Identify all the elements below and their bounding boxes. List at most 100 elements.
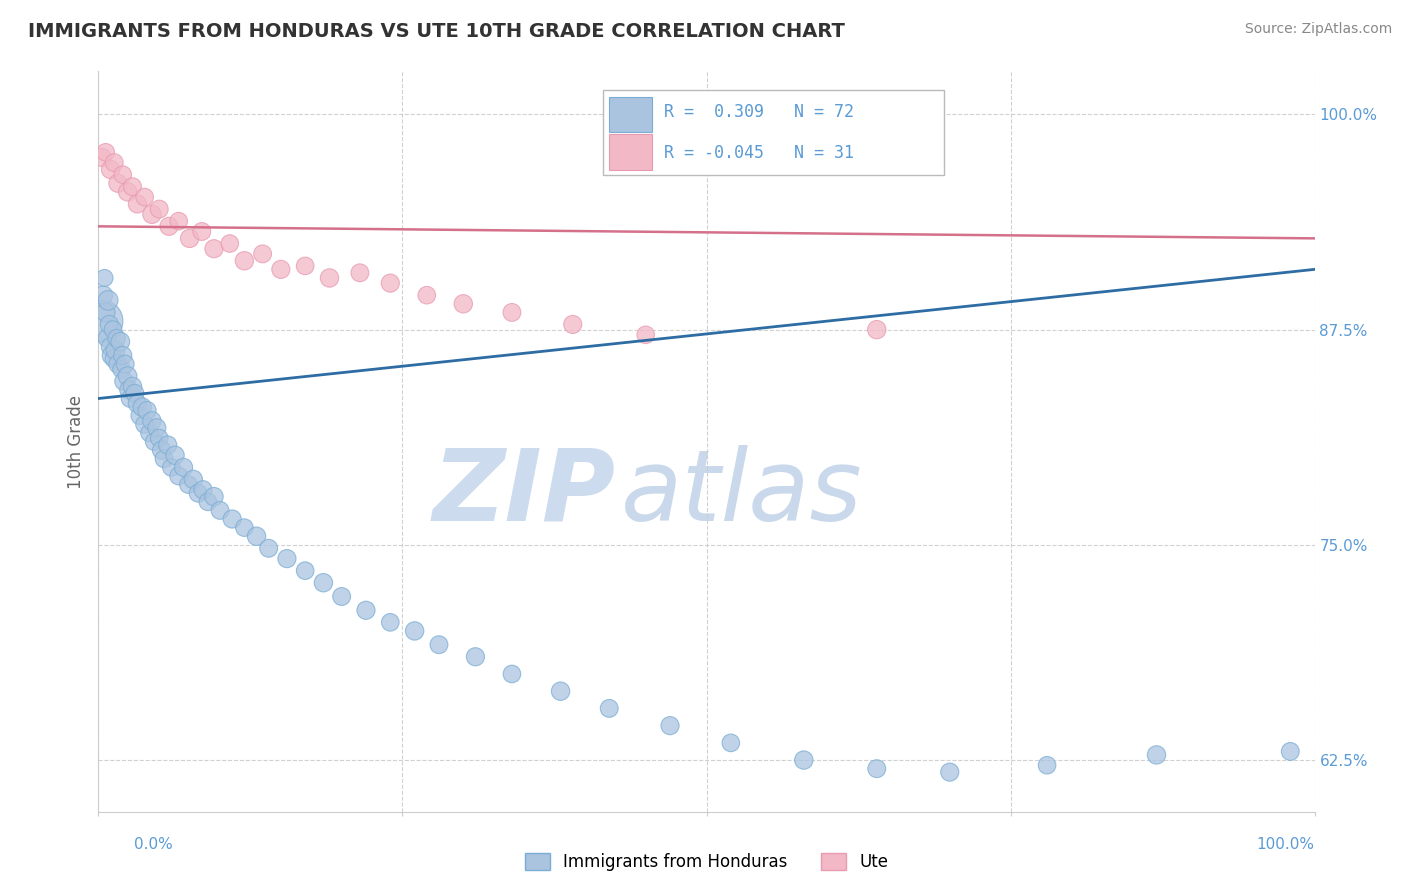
Point xyxy=(202,490,225,504)
Point xyxy=(181,472,204,486)
Point xyxy=(141,207,163,221)
Point xyxy=(97,293,120,308)
Point xyxy=(91,288,114,302)
Point xyxy=(312,575,335,590)
Point xyxy=(134,417,156,432)
Point xyxy=(103,155,125,169)
Point xyxy=(354,603,377,617)
Point xyxy=(598,701,620,715)
Point xyxy=(416,288,439,302)
Point xyxy=(110,362,132,376)
Text: ZIP: ZIP xyxy=(432,445,616,541)
Point xyxy=(257,541,280,556)
Point xyxy=(112,374,135,388)
Point xyxy=(453,297,475,311)
Point xyxy=(380,276,402,290)
Point xyxy=(167,214,190,228)
Point xyxy=(252,247,274,261)
Point xyxy=(276,551,298,566)
Text: R = -0.045   N = 31: R = -0.045 N = 31 xyxy=(664,144,853,161)
Point xyxy=(501,667,523,681)
Point xyxy=(117,369,139,384)
Point xyxy=(111,348,134,362)
Point xyxy=(866,323,889,337)
Point xyxy=(233,253,256,268)
Point xyxy=(1279,744,1302,758)
Point xyxy=(245,529,267,543)
Point xyxy=(107,176,129,190)
Point xyxy=(404,624,426,638)
Point xyxy=(209,503,232,517)
Point xyxy=(233,521,256,535)
Point xyxy=(111,168,134,182)
Point xyxy=(197,495,219,509)
Text: IMMIGRANTS FROM HONDURAS VS UTE 10TH GRADE CORRELATION CHART: IMMIGRANTS FROM HONDURAS VS UTE 10TH GRA… xyxy=(28,22,845,41)
Point xyxy=(134,190,156,204)
Point xyxy=(1036,758,1059,772)
Point xyxy=(294,259,316,273)
Point xyxy=(148,202,170,216)
Point xyxy=(105,331,128,345)
Text: R =  0.309   N = 72: R = 0.309 N = 72 xyxy=(664,103,853,121)
Point xyxy=(561,318,583,332)
Point xyxy=(427,638,450,652)
Point xyxy=(191,483,214,497)
Point xyxy=(91,314,114,328)
Point xyxy=(349,266,371,280)
Point xyxy=(187,486,209,500)
Text: atlas: atlas xyxy=(621,445,863,541)
Point xyxy=(138,425,160,440)
Point xyxy=(110,334,132,349)
Point xyxy=(107,357,129,371)
Point xyxy=(121,179,143,194)
Point xyxy=(101,323,124,337)
Point xyxy=(124,386,146,401)
Point xyxy=(191,225,214,239)
Text: Source: ZipAtlas.com: Source: ZipAtlas.com xyxy=(1244,22,1392,37)
Point xyxy=(121,379,143,393)
Point xyxy=(117,185,139,199)
Point xyxy=(157,219,180,234)
Point xyxy=(91,151,114,165)
Legend: Immigrants from Honduras, Ute: Immigrants from Honduras, Ute xyxy=(519,846,894,878)
Point xyxy=(127,397,149,411)
Point xyxy=(380,615,402,630)
Bar xyxy=(609,96,652,132)
Point xyxy=(163,448,186,462)
Point xyxy=(100,162,122,177)
Point xyxy=(720,736,742,750)
Point xyxy=(173,460,195,475)
Point xyxy=(136,403,159,417)
Point xyxy=(330,590,353,604)
Point xyxy=(96,331,118,345)
Point xyxy=(101,348,124,362)
Y-axis label: 10th Grade: 10th Grade xyxy=(67,394,86,489)
Point xyxy=(131,400,153,414)
Point xyxy=(118,392,141,406)
Point xyxy=(866,762,889,776)
Point xyxy=(1146,747,1168,762)
Bar xyxy=(609,135,652,169)
Text: 100.0%: 100.0% xyxy=(1257,837,1315,852)
Point xyxy=(103,351,125,366)
Point xyxy=(167,469,190,483)
Point xyxy=(318,271,340,285)
Point xyxy=(153,451,176,466)
Point xyxy=(179,231,201,245)
Point xyxy=(141,414,163,428)
Point xyxy=(156,438,179,452)
Point xyxy=(177,477,200,491)
Point xyxy=(127,197,149,211)
Point xyxy=(270,262,292,277)
Point xyxy=(94,145,117,160)
Point xyxy=(634,327,657,342)
Point xyxy=(100,340,122,354)
Point xyxy=(98,318,121,332)
Point xyxy=(550,684,572,698)
Point xyxy=(464,649,486,664)
Point xyxy=(160,460,183,475)
Point xyxy=(793,753,815,767)
Point xyxy=(146,421,169,435)
Point xyxy=(114,357,136,371)
Point xyxy=(128,409,150,423)
